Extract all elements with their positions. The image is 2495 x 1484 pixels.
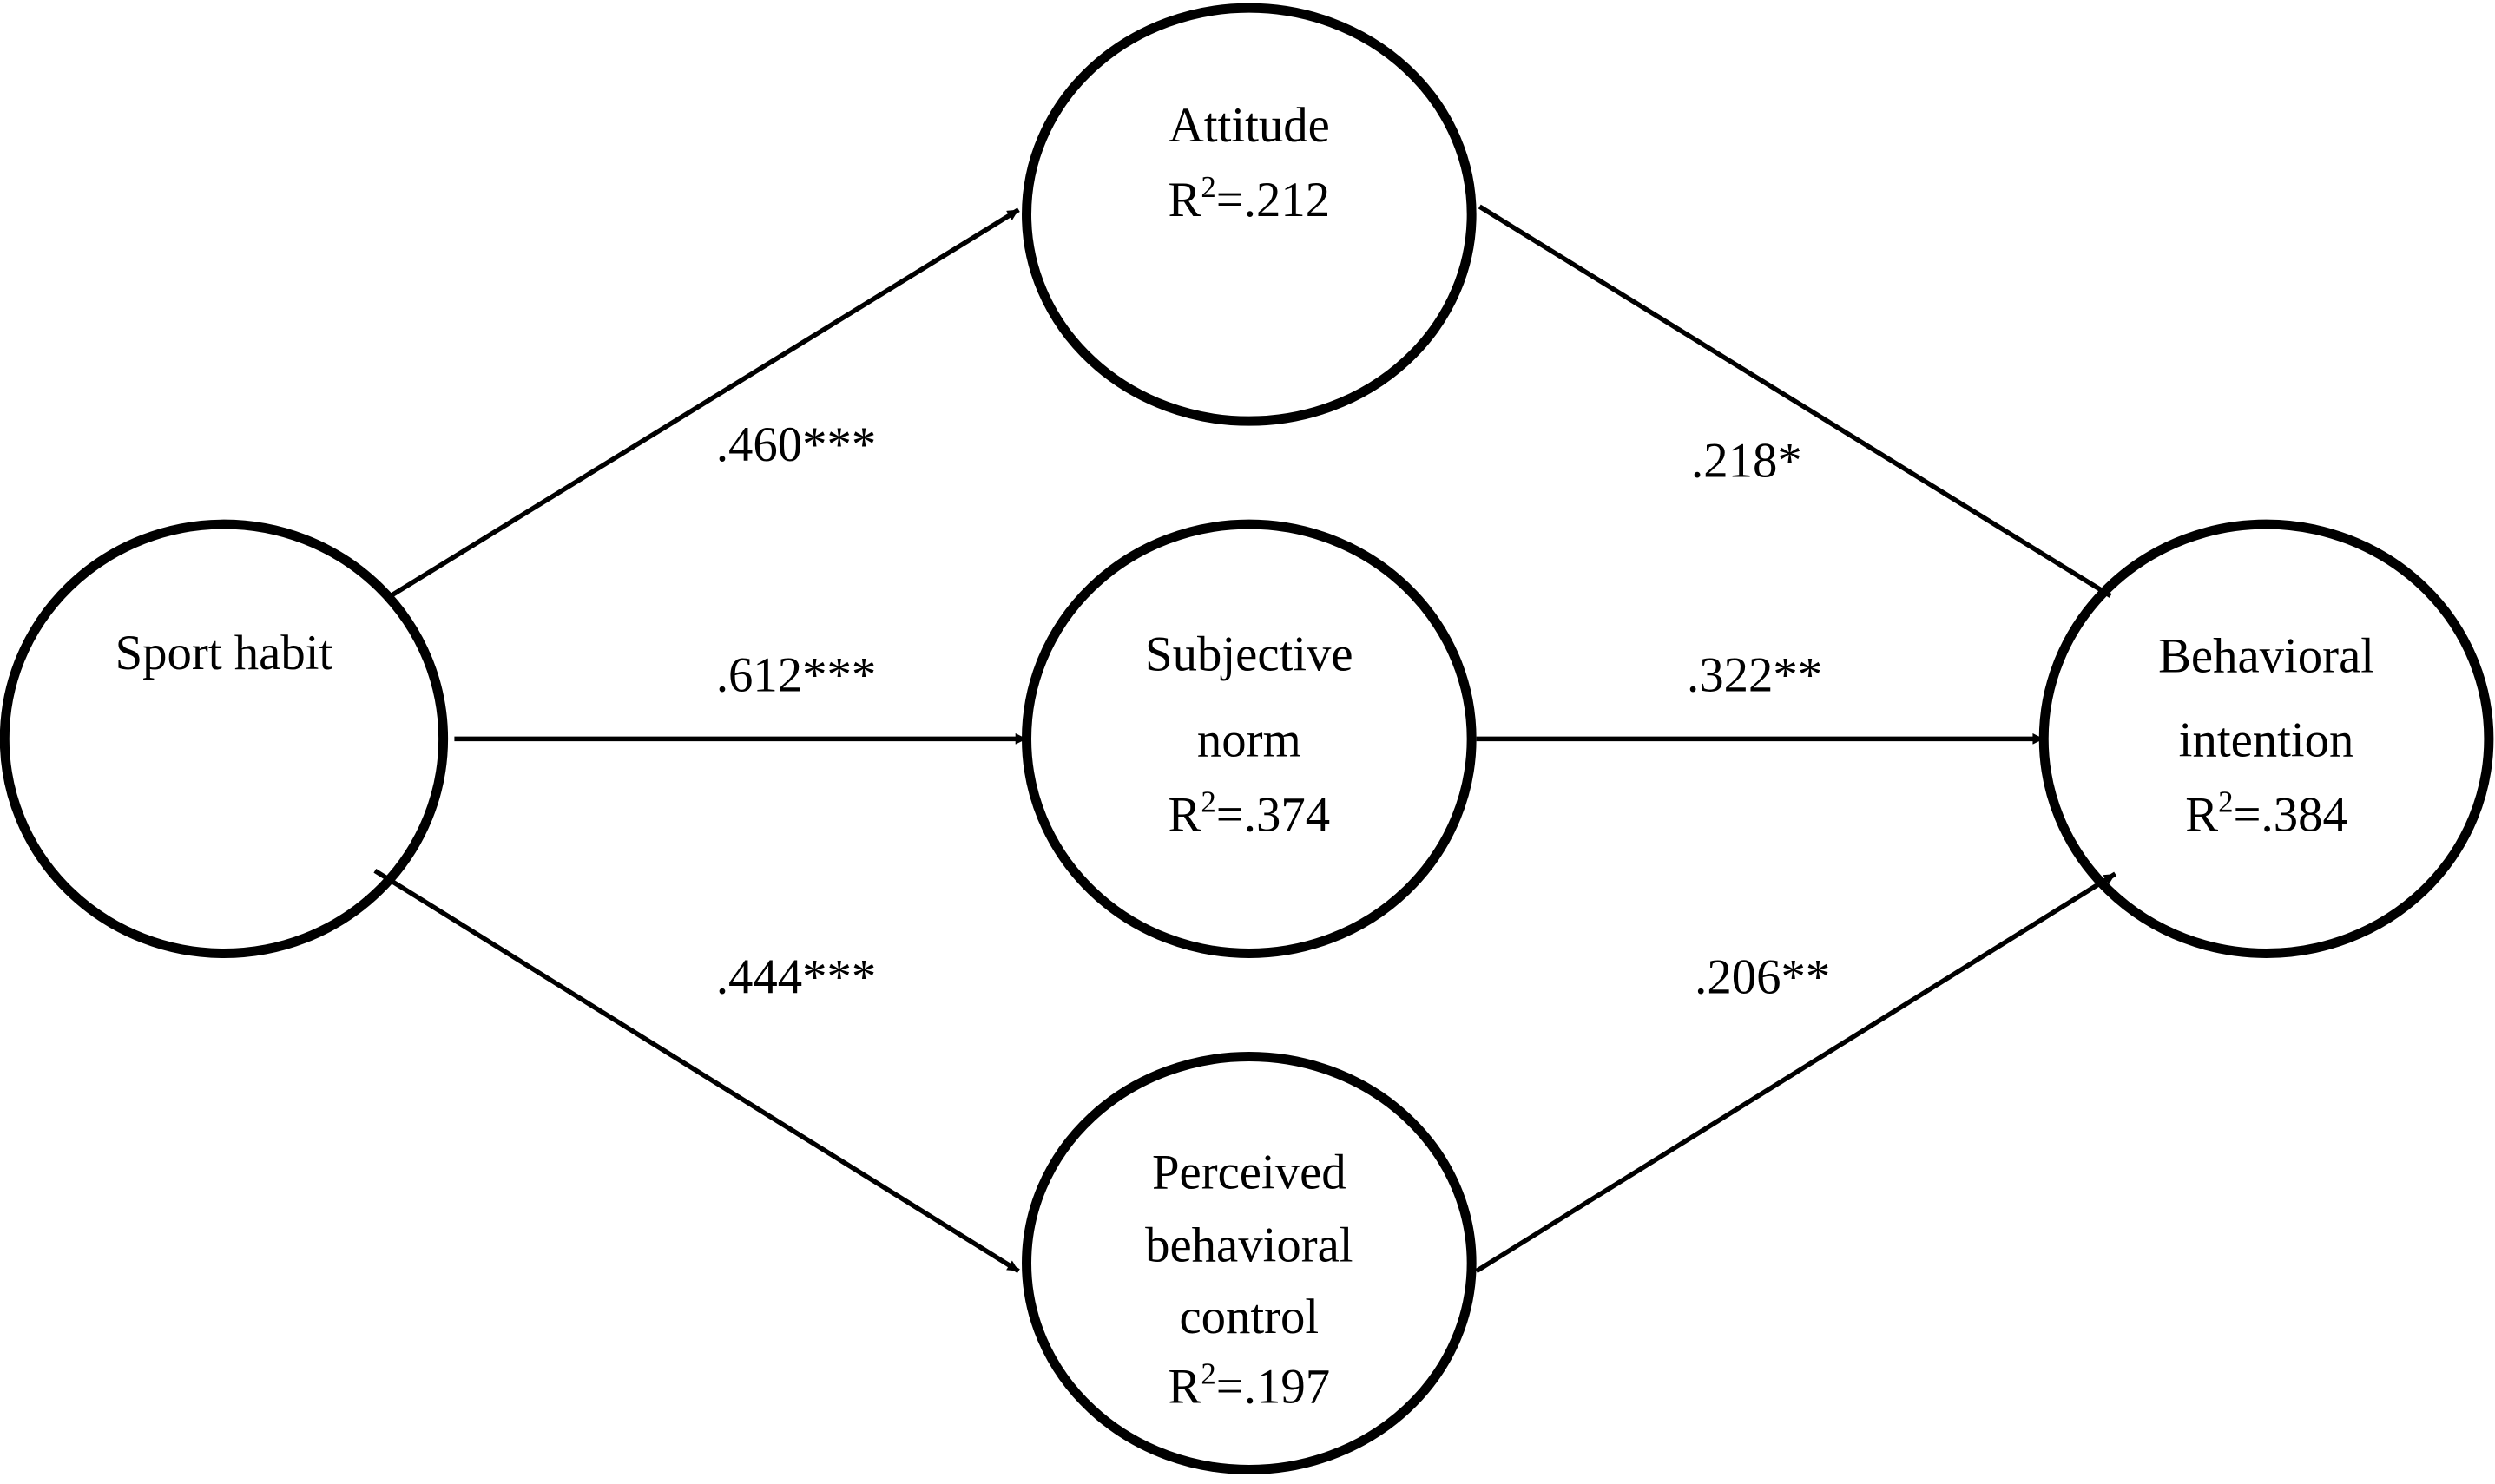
path-arrow (1478, 204, 2112, 598)
r2-exponent: 2 (1201, 170, 1215, 204)
node-label: Subjective (1145, 627, 1353, 682)
r2-symbol: R (2185, 788, 2218, 843)
construct-node (0, 519, 449, 958)
node-label: intention (2179, 712, 2354, 767)
r2-value: .212 (1244, 173, 1330, 227)
path-coefficient: .444*** (716, 949, 876, 1004)
path-arrow (389, 207, 1020, 598)
node-label: control (1179, 1290, 1319, 1344)
r2-relation: = (1216, 788, 1244, 843)
r2-symbol: R (1169, 173, 1201, 227)
r-squared: R2=.374 (1169, 785, 1331, 843)
r2-relation: = (2234, 788, 2261, 843)
r-squared: R2=.212 (1169, 170, 1331, 227)
node-label: norm (1197, 712, 1301, 767)
path-coefficient: .612*** (716, 647, 876, 702)
r2-exponent: 2 (1201, 1357, 1215, 1391)
r2-relation: = (1216, 173, 1244, 227)
path-arrow (373, 868, 1020, 1273)
construct-node (1022, 519, 1477, 958)
node-label: Behavioral (2158, 628, 2374, 683)
path-coefficient: .206** (1695, 949, 1830, 1004)
construct-node (1022, 3, 1477, 426)
node-label: Attitude (1169, 98, 1330, 153)
path-coefficient: .322** (1687, 647, 1822, 702)
node-label: Perceived (1152, 1145, 1346, 1199)
node-label: Sport habit (115, 626, 333, 680)
r2-exponent: 2 (1201, 785, 1215, 819)
r2-symbol: R (1169, 1360, 1201, 1415)
node-label: behavioral (1145, 1218, 1353, 1273)
r2-relation: = (1216, 1360, 1244, 1415)
r2-exponent: 2 (2218, 785, 2233, 819)
construct-node (2038, 519, 2494, 958)
r2-value: .197 (1244, 1360, 1330, 1415)
r-squared: R2=.197 (1169, 1357, 1331, 1415)
construct-node (1022, 1052, 1477, 1475)
r2-symbol: R (1169, 788, 1201, 843)
path-arrow (1475, 871, 2117, 1274)
path-coefficient: .218* (1691, 433, 1802, 488)
r2-value: .374 (1244, 788, 1330, 843)
r2-value: .384 (2261, 788, 2347, 843)
path-coefficient: .460*** (716, 417, 876, 472)
r-squared: R2=.384 (2185, 785, 2347, 843)
